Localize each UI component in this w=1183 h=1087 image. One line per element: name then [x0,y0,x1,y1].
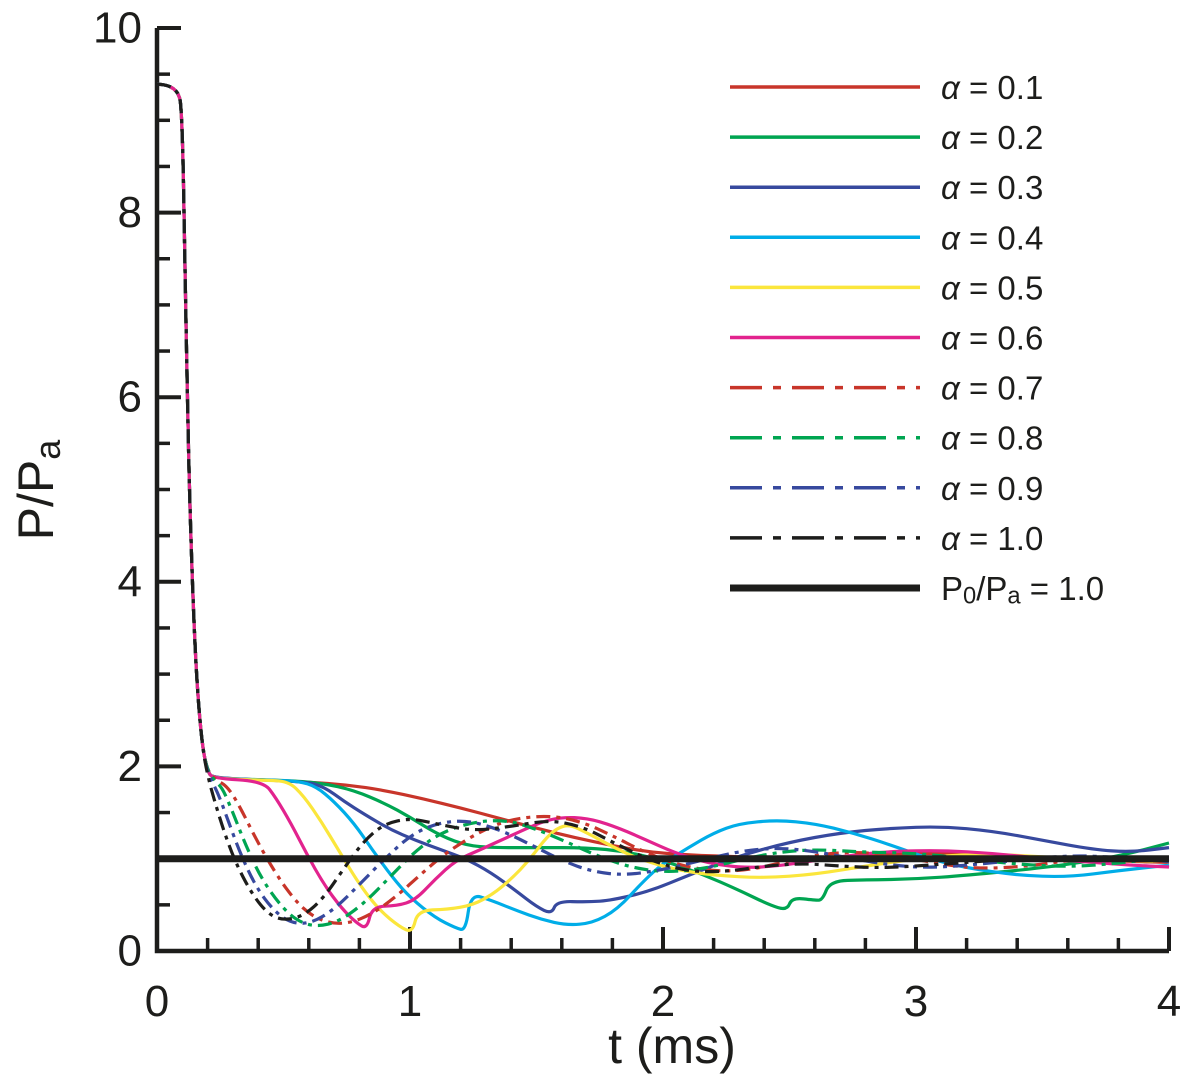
series-layer [156,82,1170,932]
legend-label-alpha-0.1: α = 0.1 [941,69,1043,106]
x-tick-label: 0 [145,977,169,1026]
x-tick-label: 1 [398,977,422,1026]
legend-entry-alpha-0.1: α = 0.1 [730,69,1043,106]
legend-entry-alpha-0.2: α = 0.2 [730,119,1043,156]
y-tick-label: 2 [118,742,142,791]
legend-label-alpha-1.0: α = 1.0 [941,519,1043,556]
axes [154,26,1171,954]
legend-entry-alpha-1.0: α = 1.0 [730,519,1043,556]
x-tick-label: 3 [904,977,928,1026]
legend-entry-alpha-0.5: α = 0.5 [730,269,1043,306]
legend-label-alpha-0.6: α = 0.6 [941,319,1043,356]
legend-entry-alpha-0.4: α = 0.4 [730,219,1043,256]
legend-entry-reference: P0/Pa = 1.0 [730,570,1104,609]
legend-entry-alpha-0.3: α = 0.3 [730,169,1043,206]
legend-label-alpha-0.7: α = 0.7 [941,369,1043,406]
legend-entry-alpha-0.6: α = 0.6 [730,319,1043,356]
legend-label-alpha-0.8: α = 0.8 [941,419,1043,456]
legend-label-alpha-0.4: α = 0.4 [941,219,1043,256]
series-alpha-1.0 [156,82,1170,921]
y-axis-title: P/Pa [8,439,68,541]
axis-labels: 0 2 4 6 8 10 0 1 2 3 4 P/Pa t (ms) [8,4,1181,1075]
y-tick-label: 6 [118,373,142,422]
legend-label-alpha-0.2: α = 0.2 [941,119,1043,156]
legend-entry-alpha-0.7: α = 0.7 [730,369,1043,406]
y-tick-label: 8 [118,188,142,237]
legend: α = 0.1 α = 0.2 α = 0.3 α = 0.4 α = 0.5 α = 0… [730,69,1104,609]
legend-label-alpha-0.9: α = 0.9 [941,469,1043,506]
x-tick-label: 2 [651,977,675,1026]
legend-entry-alpha-0.8: α = 0.8 [730,419,1043,456]
legend-label-alpha-0.3: α = 0.3 [941,169,1043,206]
legend-label-reference: P0/Pa = 1.0 [941,570,1104,609]
series-alpha-0.5 [156,82,1170,932]
x-axis-title: t (ms) [608,1018,736,1074]
x-tick-label: 4 [1157,977,1181,1026]
y-tick-label: 0 [118,927,142,976]
y-tick-label: 10 [93,4,142,53]
legend-label-alpha-0.5: α = 0.5 [941,269,1043,306]
y-tick-label: 4 [118,557,142,606]
legend-entry-alpha-0.9: α = 0.9 [730,469,1043,506]
